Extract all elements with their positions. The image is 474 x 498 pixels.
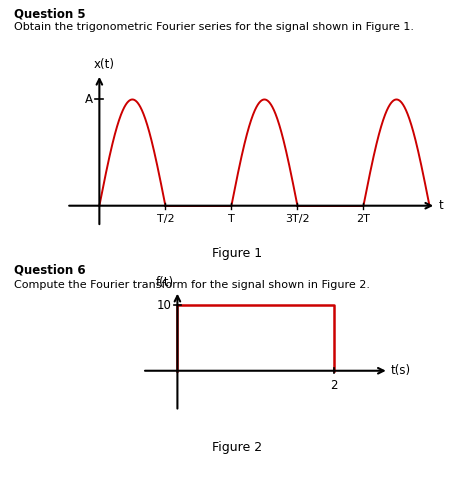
Text: 3T/2: 3T/2	[285, 214, 310, 224]
Text: t: t	[439, 199, 444, 212]
Text: T: T	[228, 214, 235, 224]
Text: 2: 2	[330, 378, 337, 391]
Text: t(s): t(s)	[391, 364, 411, 377]
Text: Compute the Fourier transform for the signal shown in Figure 2.: Compute the Fourier transform for the si…	[14, 280, 370, 290]
Text: A: A	[85, 93, 93, 106]
Text: Figure 2: Figure 2	[212, 441, 262, 454]
Text: x(t): x(t)	[94, 58, 115, 71]
Text: Obtain the trigonometric Fourier series for the signal shown in Figure 1.: Obtain the trigonometric Fourier series …	[14, 22, 414, 32]
Text: Question 5: Question 5	[14, 7, 86, 20]
Text: 2T: 2T	[356, 214, 370, 224]
Text: Figure 1: Figure 1	[212, 247, 262, 259]
Text: T/2: T/2	[156, 214, 174, 224]
Text: 10: 10	[156, 299, 171, 312]
Text: f(t): f(t)	[155, 276, 173, 289]
Text: Question 6: Question 6	[14, 264, 86, 277]
